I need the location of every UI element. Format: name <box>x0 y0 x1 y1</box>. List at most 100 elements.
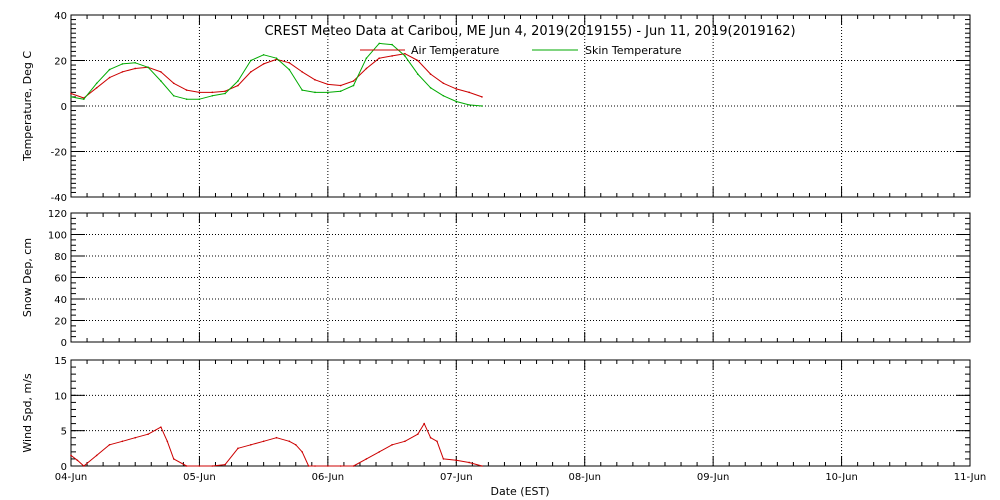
data-point <box>352 465 355 467</box>
data-point <box>108 76 111 79</box>
data-point <box>250 59 252 62</box>
y-tick-label: 20 <box>54 317 67 328</box>
data-point <box>76 459 79 462</box>
data-point <box>121 440 124 443</box>
data-point <box>288 68 291 71</box>
series-line-0 <box>70 53 483 99</box>
panel-2: 0 5 10 15 Wind Spd, m/s 04-Jun 05-Jun 06-Jun 07-… <box>21 356 986 483</box>
data-point <box>442 94 445 97</box>
y-tick-label: -40 <box>51 193 67 204</box>
data-point <box>339 84 342 87</box>
panel-1: 0 20 40 60 80 100 120 Snow Dep, cm <box>21 209 971 349</box>
data-point <box>275 57 278 60</box>
y-tick-label: 10 <box>54 391 67 402</box>
data-point <box>468 461 470 464</box>
data-point <box>442 82 445 85</box>
data-point <box>288 440 291 443</box>
data-point <box>391 43 393 46</box>
data-point <box>83 98 85 100</box>
data-point <box>198 465 201 467</box>
data-point <box>262 54 265 56</box>
y-axis-label: Snow Dep, cm <box>21 238 34 317</box>
data-point <box>160 426 162 428</box>
data-point <box>314 465 316 467</box>
data-point <box>198 98 201 100</box>
x-tick-label: 08-Jun <box>568 472 601 483</box>
data-point <box>108 68 111 71</box>
data-point <box>404 55 406 57</box>
data-point <box>166 440 169 443</box>
data-point <box>378 42 381 45</box>
data-point <box>301 71 303 73</box>
data-point <box>429 73 432 75</box>
data-point <box>391 444 393 446</box>
data-point <box>442 458 445 460</box>
panel-0: -40 -20 0 20 40 Temperature, Deg C Air Tempera… <box>21 11 971 204</box>
data-point <box>436 440 438 443</box>
y-tick-label: 80 <box>54 252 67 263</box>
data-point <box>327 465 329 467</box>
data-point <box>95 82 98 85</box>
data-point <box>172 82 175 85</box>
x-axis-label: Date (EST) <box>490 485 549 498</box>
y-tick-label: 40 <box>54 11 67 22</box>
data-point <box>70 92 72 95</box>
data-point <box>262 63 265 65</box>
data-point <box>185 98 188 100</box>
y-tick-label: 0 <box>61 338 67 349</box>
data-point <box>288 61 291 64</box>
data-point <box>172 458 175 460</box>
chart-title: CREST Meteo Data at Caribou, ME Jun 4, 2… <box>264 24 795 39</box>
y-tick-label: 60 <box>54 274 67 285</box>
data-point <box>301 451 303 453</box>
legend: Air Temperature Skin Temperature <box>360 44 682 57</box>
data-point <box>378 451 381 453</box>
panel-frame <box>70 212 971 343</box>
x-tick-label: 05-Jun <box>183 472 216 483</box>
data-point <box>481 105 483 107</box>
data-point <box>95 87 98 89</box>
data-point <box>481 96 483 98</box>
data-point <box>262 440 265 443</box>
data-point <box>275 436 278 439</box>
data-point <box>455 100 458 103</box>
data-point <box>455 88 458 90</box>
data-point <box>211 94 214 97</box>
data-point <box>70 96 72 98</box>
data-point <box>339 465 342 467</box>
panel-frame <box>70 14 971 198</box>
data-point <box>416 73 419 75</box>
data-point <box>301 89 303 91</box>
data-point <box>391 55 393 57</box>
y-tick-label: 0 <box>61 102 67 113</box>
data-point <box>468 91 470 94</box>
data-point <box>314 79 316 81</box>
data-point <box>365 57 368 60</box>
data-point <box>365 67 368 70</box>
data-point <box>429 436 432 439</box>
data-point <box>160 80 162 82</box>
data-point <box>416 433 419 436</box>
data-point <box>224 463 226 466</box>
data-point <box>160 71 162 73</box>
y-tick-label: 20 <box>54 57 67 68</box>
data-point <box>198 91 201 94</box>
y-tick-label: 5 <box>61 427 67 438</box>
data-point <box>134 436 137 439</box>
data-point <box>468 104 470 106</box>
data-point <box>70 454 72 457</box>
x-tick-label: 09-Jun <box>697 472 730 483</box>
data-point <box>378 57 381 60</box>
data-point <box>121 63 124 65</box>
data-point <box>314 91 316 94</box>
data-point <box>365 458 368 460</box>
legend-label: Skin Temperature <box>585 44 682 57</box>
data-point <box>134 61 137 64</box>
data-point <box>339 90 342 93</box>
data-point <box>455 459 458 462</box>
series-line-0 <box>70 423 483 467</box>
data-point <box>416 59 419 62</box>
data-point <box>327 91 329 94</box>
data-point <box>185 89 188 91</box>
